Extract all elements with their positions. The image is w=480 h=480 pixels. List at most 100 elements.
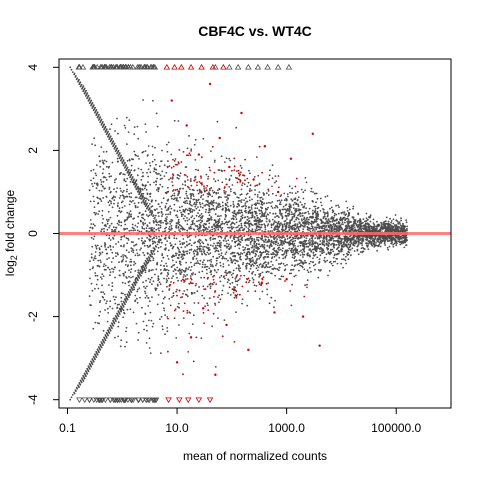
data-point (365, 217, 368, 220)
data-point (348, 246, 351, 249)
data-point (242, 249, 245, 252)
data-point (243, 274, 246, 277)
data-point (342, 258, 345, 260)
data-point (280, 241, 283, 244)
data-point (118, 261, 120, 264)
data-point (128, 203, 131, 206)
data-point (332, 216, 335, 219)
data-point (110, 190, 112, 193)
data-point (211, 145, 214, 148)
data-point (123, 219, 126, 222)
data-point (209, 169, 212, 172)
data-point (230, 252, 232, 255)
data-point (314, 242, 317, 245)
data-point (101, 222, 104, 224)
data-point (248, 196, 251, 199)
data-point (165, 262, 168, 265)
data-point (337, 237, 340, 239)
data-point (101, 214, 104, 217)
data-point (201, 270, 204, 273)
data-point (206, 251, 209, 254)
data-point (186, 219, 189, 222)
data-point (342, 243, 345, 245)
data-point (128, 230, 131, 232)
data-point (183, 253, 186, 256)
data-point (136, 206, 139, 209)
data-point (316, 210, 319, 213)
data-point (105, 195, 108, 198)
data-point (275, 215, 278, 218)
data-point (337, 243, 340, 246)
data-point (289, 209, 291, 212)
data-point (228, 209, 231, 212)
data-point (232, 291, 235, 294)
plot-area (59, 63, 451, 404)
data-point (127, 239, 130, 241)
data-point (95, 283, 98, 286)
data-point (340, 212, 343, 215)
data-point (242, 246, 244, 248)
data-point (200, 221, 202, 224)
data-point (302, 197, 305, 200)
data-point (213, 201, 215, 204)
data-point (147, 305, 150, 307)
data-point (115, 190, 118, 193)
data-point (187, 351, 190, 353)
data-point (250, 189, 253, 192)
data-point (142, 320, 145, 323)
data-point (144, 123, 147, 125)
data-point (232, 206, 235, 208)
data-point (203, 187, 206, 190)
data-point (278, 225, 281, 228)
data-point (342, 266, 344, 269)
data-point (126, 227, 129, 230)
data-point (333, 222, 335, 225)
data-point (91, 245, 94, 248)
data-point (311, 248, 314, 251)
data-point (288, 272, 291, 275)
data-point (107, 266, 110, 269)
data-point (284, 223, 286, 225)
data-point (297, 218, 300, 221)
data-point (140, 168, 143, 171)
data-point (390, 224, 392, 227)
data-point (314, 205, 317, 208)
data-point (267, 188, 270, 191)
data-point (155, 163, 157, 166)
data-point (89, 268, 91, 271)
data-point (248, 239, 250, 242)
data-point (235, 260, 238, 262)
data-point (155, 228, 158, 231)
data-point (242, 205, 245, 208)
data-point (256, 239, 258, 241)
data-point (175, 337, 178, 339)
data-point (143, 244, 146, 247)
data-point (399, 243, 402, 246)
data-point (251, 272, 254, 275)
data-point (182, 151, 185, 153)
data-point (315, 228, 318, 231)
data-point (130, 213, 133, 216)
data-point (159, 178, 162, 181)
data-point (238, 224, 240, 227)
data-point (92, 223, 95, 226)
data-point (101, 295, 104, 298)
data-point (206, 259, 209, 262)
data-point (251, 244, 254, 247)
data-point (161, 328, 164, 331)
data-point (200, 245, 203, 248)
data-point (149, 311, 152, 314)
data-point (271, 230, 273, 232)
data-point (207, 178, 209, 180)
data-point (205, 189, 208, 192)
data-point (155, 112, 158, 115)
data-point (222, 207, 224, 210)
data-point (261, 278, 264, 281)
data-point (251, 224, 254, 227)
data-point (103, 227, 105, 230)
data-point (157, 227, 160, 230)
data-point (140, 201, 143, 204)
data-point (195, 283, 198, 285)
data-point (340, 240, 342, 243)
data-point (186, 147, 189, 150)
